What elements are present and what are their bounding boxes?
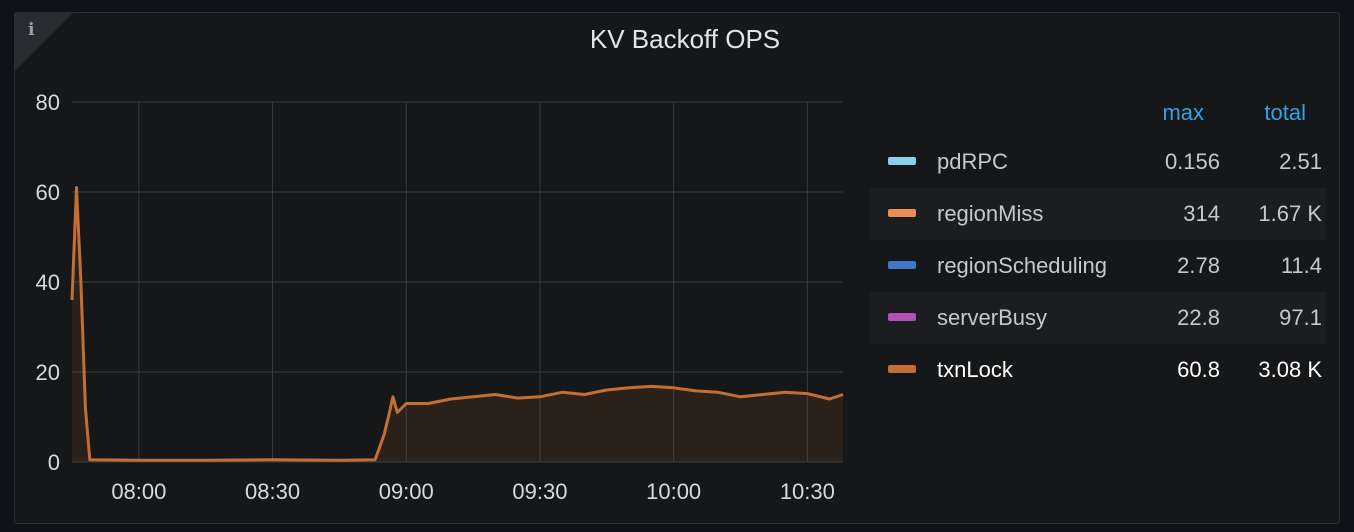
y-tick-label: 60 xyxy=(36,180,60,205)
legend-color-swatch[interactable] xyxy=(888,365,916,373)
legend-series-max: 60.8 xyxy=(1177,357,1220,382)
x-axis: 08:00 08:30 09:00 09:30 10:00 10:30 xyxy=(111,479,835,504)
y-tick-label: 20 xyxy=(36,360,60,385)
info-icon[interactable]: i xyxy=(28,20,35,40)
legend-series-name[interactable]: txnLock xyxy=(937,357,1013,382)
legend-item-txnlock[interactable]: txnLock 60.8 3.08 K xyxy=(870,344,1326,396)
series-line[interactable] xyxy=(70,186,844,462)
chart-series[interactable] xyxy=(70,186,844,462)
legend-total-header[interactable]: total xyxy=(1264,100,1306,125)
legend-series-max: 2.78 xyxy=(1177,253,1220,278)
legend-color-swatch[interactable] xyxy=(888,157,916,165)
panel-title[interactable]: KV Backoff OPS xyxy=(589,24,781,54)
legend-series-name[interactable]: regionScheduling xyxy=(937,253,1108,278)
legend: max total pdRPC 0.156 2.51 regionMiss 31… xyxy=(870,90,1326,396)
y-axis: 0 20 40 60 80 xyxy=(36,90,60,475)
legend-series-total: 3.08 K xyxy=(1258,357,1322,382)
legend-series-name[interactable]: regionMiss xyxy=(937,201,1044,226)
y-tick-label: 40 xyxy=(36,270,60,295)
legend-item-regionscheduling[interactable]: regionScheduling 2.78 11.4 xyxy=(870,240,1326,292)
legend-series-total: 97.1 xyxy=(1279,305,1322,330)
legend-color-swatch[interactable] xyxy=(888,261,916,269)
chart-grid xyxy=(72,101,843,463)
graph-panel: i KV Backoff OPS xyxy=(14,12,1340,524)
x-tick-label: 08:30 xyxy=(245,479,300,504)
x-tick-label: 10:30 xyxy=(780,479,835,504)
panel-info-corner[interactable] xyxy=(15,13,73,71)
y-tick-label: 80 xyxy=(36,90,60,115)
legend-item-pdrpc[interactable]: pdRPC 0.156 2.51 xyxy=(870,136,1326,188)
x-tick-label: 08:00 xyxy=(111,479,166,504)
legend-max-header[interactable]: max xyxy=(1162,100,1204,125)
legend-series-total: 1.67 K xyxy=(1258,201,1322,226)
legend-series-max: 22.8 xyxy=(1177,305,1220,330)
legend-item-regionmiss[interactable]: regionMiss 314 1.67 K xyxy=(870,188,1326,240)
y-tick-label: 0 xyxy=(48,450,60,475)
legend-series-name[interactable]: serverBusy xyxy=(937,305,1048,330)
legend-series-total: 11.4 xyxy=(1280,253,1322,278)
x-tick-label: 10:00 xyxy=(646,479,701,504)
legend-series-total: 2.51 xyxy=(1279,149,1322,174)
legend-series-max: 314 xyxy=(1183,201,1220,226)
legend-series-max: 0.156 xyxy=(1164,149,1220,174)
legend-series-name[interactable]: pdRPC xyxy=(937,149,1008,174)
legend-color-swatch[interactable] xyxy=(888,209,916,217)
x-tick-label: 09:00 xyxy=(379,479,434,504)
legend-item-serverbusy[interactable]: serverBusy 22.8 97.1 xyxy=(870,292,1326,344)
x-tick-label: 09:30 xyxy=(512,479,567,504)
legend-color-swatch[interactable] xyxy=(888,313,916,321)
legend-header: max total xyxy=(870,90,1326,136)
series-area xyxy=(72,187,843,462)
